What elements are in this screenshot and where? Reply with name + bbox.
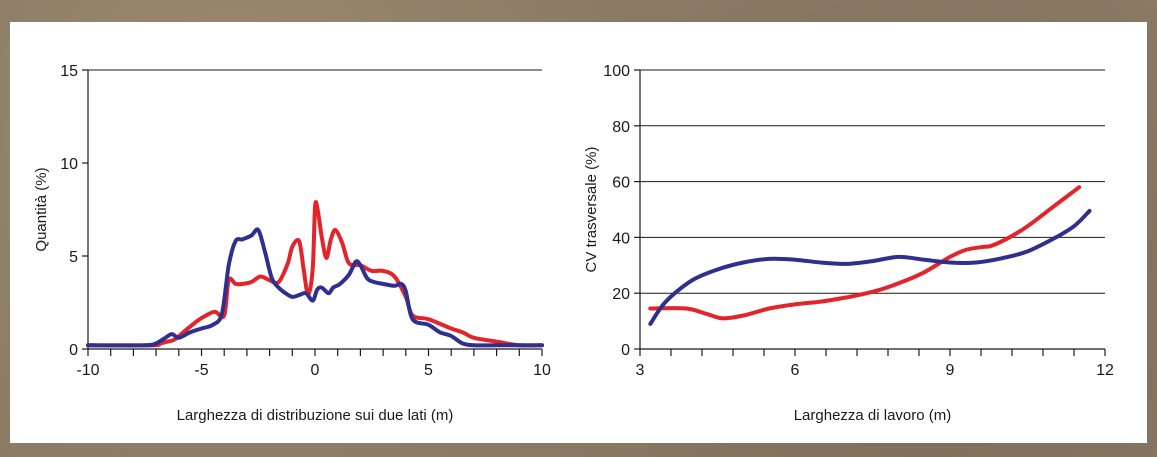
charts-panel: 0 5 10 15 -10 -5 0 5 10 Larghezza di distribuzion… [10,22,1147,443]
series-line-blue [648,208,1092,326]
x-tick-label: -10 [76,362,99,379]
x-tick-label: 5 [424,362,433,379]
x-tick-label: -5 [194,362,208,379]
y-tick-label: 5 [69,249,78,266]
y-axis-label: Quantità (%) [33,167,50,251]
y-tick-label: 0 [621,342,630,359]
y-tick-label: 60 [612,175,630,192]
x-tick-label: 9 [946,362,955,379]
chart-2: 0 20 40 60 80 100 3 6 9 12 Larghezza di lavoro (m)… [583,63,1114,424]
x-axis-label: Larghezza di distribuzione sui due lati … [177,407,454,424]
chart-1: 0 5 10 15 -10 -5 0 5 10 Larghezza di distribuzion… [33,63,551,424]
y-tick-label: 15 [60,63,78,80]
charts-svg: 0 5 10 15 -10 -5 0 5 10 Larghezza di distribuzion… [33,63,1114,424]
series-line-red [86,200,544,348]
series-line-blue [86,227,544,348]
series-line-red [648,185,1082,321]
y-tick-label: 10 [60,156,78,173]
x-tick-label: 3 [636,362,645,379]
x-tick-label: 10 [533,362,551,379]
y-tick-label: 20 [612,286,630,303]
y-tick-label: 40 [612,230,630,247]
x-tick-label: 12 [1096,362,1114,379]
y-axis-label: CV trasversale (%) [583,147,600,273]
y-tick-label: 80 [612,119,630,136]
x-tick-label: 0 [311,362,320,379]
y-tick-label: 100 [603,63,630,80]
x-axis-label: Larghezza di lavoro (m) [794,407,952,424]
x-tick-label: 6 [791,362,800,379]
y-tick-label: 0 [69,342,78,359]
